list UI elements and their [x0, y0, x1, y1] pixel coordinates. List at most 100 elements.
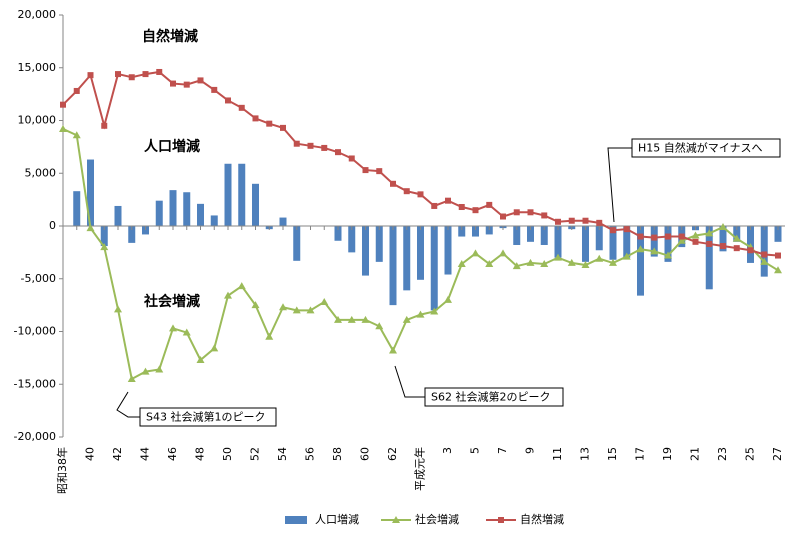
- bar: [403, 226, 411, 291]
- x-tick-label: 44: [139, 447, 152, 461]
- marker: [86, 224, 95, 232]
- marker: [622, 252, 631, 260]
- marker: [472, 207, 479, 214]
- bar: [293, 226, 301, 261]
- marker: [141, 367, 150, 375]
- x-tick-label: 62: [386, 447, 399, 461]
- callout-text: H15 自然減がマイナスへ: [638, 141, 763, 155]
- bar: [609, 226, 617, 260]
- annotation: 社会増減: [143, 293, 200, 310]
- bar: [238, 163, 246, 226]
- marker: [775, 252, 781, 259]
- y-tick-label: -20,000: [14, 430, 56, 443]
- callout-text: S62 社会減第2のピーク: [431, 390, 550, 404]
- marker: [169, 324, 177, 332]
- x-tick-label: 13: [579, 447, 592, 461]
- marker: [747, 247, 754, 254]
- marker: [706, 240, 713, 247]
- marker: [87, 72, 94, 79]
- marker: [431, 202, 438, 209]
- marker: [375, 322, 384, 330]
- marker: [361, 315, 370, 323]
- marker: [761, 251, 768, 258]
- marker: [430, 307, 439, 315]
- marker: [527, 209, 534, 216]
- y-tick-label: 10,000: [18, 114, 57, 127]
- bar: [142, 226, 149, 235]
- marker: [101, 122, 108, 129]
- marker: [307, 142, 314, 149]
- marker: [471, 249, 480, 257]
- marker: [498, 517, 504, 523]
- bar: [224, 163, 232, 226]
- x-tick-label: 11: [551, 447, 564, 461]
- bar: [389, 226, 397, 306]
- marker: [321, 144, 328, 151]
- bar: [430, 226, 438, 311]
- marker: [596, 219, 603, 226]
- marker: [73, 87, 80, 94]
- bar: [582, 226, 589, 262]
- marker: [526, 258, 535, 266]
- marker: [568, 217, 575, 224]
- marker: [376, 168, 383, 175]
- marker: [292, 306, 301, 314]
- x-tick-label: 50: [221, 447, 234, 461]
- marker: [705, 229, 714, 237]
- marker: [636, 245, 645, 253]
- marker: [334, 315, 342, 323]
- marker: [595, 254, 604, 262]
- x-tick-label: 25: [744, 447, 757, 461]
- marker: [225, 97, 231, 104]
- marker: [182, 328, 191, 336]
- marker: [196, 355, 205, 363]
- marker: [637, 233, 644, 240]
- marker: [444, 295, 452, 303]
- bar: [375, 226, 383, 262]
- marker: [719, 223, 727, 231]
- x-tick-label: 5: [469, 447, 482, 454]
- marker: [417, 191, 424, 198]
- marker: [445, 197, 451, 204]
- legend-label: 人口増減: [315, 512, 359, 526]
- marker: [266, 120, 273, 127]
- marker: [293, 140, 300, 147]
- marker: [100, 243, 109, 251]
- marker: [555, 218, 561, 225]
- x-tick-label: 21: [689, 447, 702, 461]
- marker: [389, 346, 397, 354]
- x-tick-label: 7: [496, 447, 509, 454]
- bar: [87, 159, 94, 226]
- bar: [719, 226, 727, 252]
- x-tick-label: 54: [276, 447, 289, 461]
- marker: [610, 227, 616, 234]
- marker: [238, 104, 245, 111]
- marker: [692, 238, 699, 245]
- marker: [210, 344, 219, 352]
- marker: [251, 301, 260, 309]
- marker: [541, 212, 548, 219]
- x-tick-label: 19: [661, 447, 674, 461]
- x-tick-label: 42: [111, 447, 124, 461]
- y-tick-label: -10,000: [14, 325, 56, 338]
- marker: [197, 77, 204, 84]
- marker: [486, 201, 493, 208]
- bar: [623, 226, 631, 258]
- x-tick-label: 23: [716, 447, 729, 461]
- marker: [678, 233, 685, 240]
- marker: [224, 291, 232, 299]
- bar: [73, 191, 81, 226]
- bar: [279, 217, 287, 226]
- marker: [237, 282, 246, 290]
- bar: [100, 226, 108, 247]
- marker: [392, 516, 400, 523]
- y-tick-label: 0: [49, 219, 56, 232]
- bar: [733, 226, 741, 242]
- bar: [527, 226, 534, 242]
- x-tick-label: 60: [359, 447, 372, 461]
- callout-box: [631, 138, 781, 158]
- marker: [500, 213, 506, 220]
- marker: [72, 131, 81, 139]
- marker: [279, 303, 287, 311]
- marker: [390, 180, 396, 187]
